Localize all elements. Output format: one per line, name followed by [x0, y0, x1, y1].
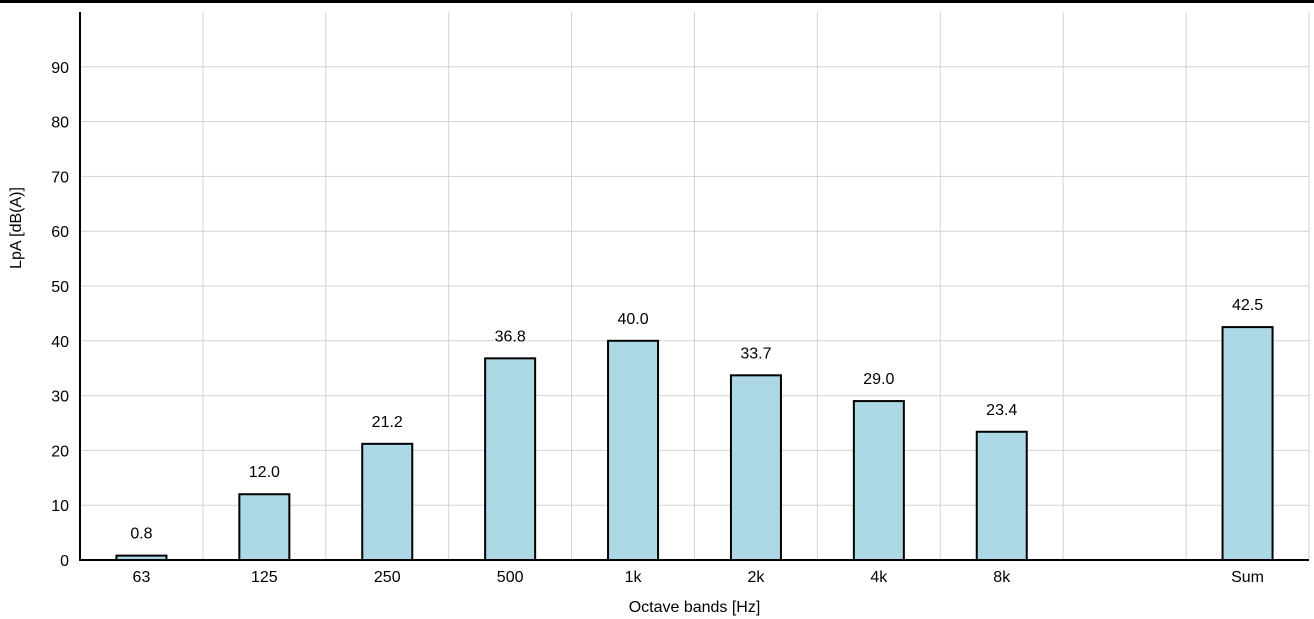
y-tick-label: 0	[60, 553, 69, 570]
bar	[607, 339, 660, 561]
y-tick-label: 30	[51, 389, 69, 406]
x-tick-label: 8k	[993, 569, 1011, 586]
x-axis-title: Octave bands [Hz]	[629, 599, 761, 616]
y-tick-label: 40	[51, 334, 69, 351]
top-border	[0, 0, 1314, 3]
bar	[361, 442, 414, 562]
value-labels: 0.8 12.0 21.2 36.8 40.0 33.7 29.0 23.4 42.5	[130, 297, 1263, 543]
value-label: 36.8	[495, 328, 526, 345]
y-tick-label: 20	[51, 443, 69, 460]
x-tick-label: 63	[133, 569, 151, 586]
value-label: 23.4	[986, 402, 1017, 419]
y-tick-label: 50	[51, 279, 69, 296]
bar	[1221, 326, 1274, 561]
x-tick-label: Sum	[1231, 569, 1264, 586]
x-tick-label: 4k	[870, 569, 888, 586]
x-tick-label: 500	[497, 569, 524, 586]
value-label: 0.8	[130, 526, 152, 543]
y-tick-labels: 0 10 20 30 40 50 60 70 80 90	[51, 60, 69, 570]
value-label: 29.0	[863, 371, 894, 388]
y-tick-label: 10	[51, 498, 69, 515]
x-tick-label: 125	[251, 569, 278, 586]
y-tick-label: 70	[51, 169, 69, 186]
bars-group	[115, 326, 1274, 562]
bar	[852, 400, 905, 561]
x-tick-label: 1k	[625, 569, 643, 586]
y-axis-title: LpA [dB(A)]	[8, 187, 25, 269]
bar	[729, 374, 782, 561]
grid-lines	[80, 12, 1310, 560]
axes-group	[79, 12, 1309, 561]
value-label: 42.5	[1232, 297, 1263, 314]
bar	[238, 493, 291, 561]
y-tick-label: 80	[51, 115, 69, 132]
value-label: 33.7	[740, 345, 771, 362]
value-label: 21.2	[372, 414, 403, 431]
x-tick-label: 250	[374, 569, 401, 586]
bar	[484, 357, 537, 561]
bar	[975, 430, 1028, 561]
value-label: 12.0	[249, 464, 280, 481]
y-tick-label: 60	[51, 224, 69, 241]
y-tick-label: 90	[51, 60, 69, 77]
value-label: 40.0	[617, 311, 648, 328]
x-tick-labels: 63 125 250 500 1k 2k 4k 8k Sum	[133, 569, 1264, 586]
x-tick-label: 2k	[747, 569, 765, 586]
